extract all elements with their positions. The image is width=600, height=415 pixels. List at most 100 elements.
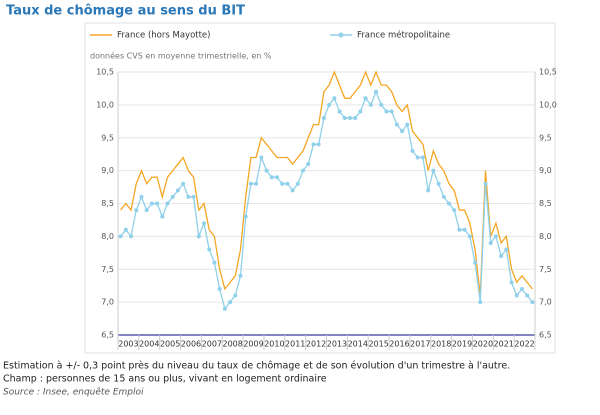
point [509, 280, 514, 285]
point [149, 201, 154, 206]
series-line [120, 70, 533, 296]
x-tick-label: 2007 [202, 340, 222, 349]
point [342, 116, 347, 121]
point [457, 227, 462, 232]
point [321, 116, 326, 121]
x-tick-label: 2015 [368, 340, 388, 349]
point [462, 227, 467, 232]
point [118, 234, 123, 239]
y2-tick-label: 7,0 [539, 298, 552, 307]
point [504, 247, 509, 252]
point [186, 194, 191, 199]
point [368, 102, 373, 107]
point [405, 122, 410, 127]
point [530, 300, 535, 305]
point [316, 142, 321, 147]
point [400, 129, 405, 134]
point [139, 194, 144, 199]
point [452, 208, 457, 213]
point [353, 116, 358, 121]
y-tick-label: 9,5 [101, 133, 114, 142]
x-tick-label: 2012 [306, 340, 326, 349]
point [358, 109, 363, 114]
x-tick-label: 2019 [452, 340, 472, 349]
point [337, 109, 342, 114]
point [181, 181, 186, 186]
x-tick-label: 2009 [243, 340, 263, 349]
x-tick-label: 2004 [139, 340, 159, 349]
legend-label: France (hors Mayotte) [117, 31, 210, 41]
y-tick-label: 10,5 [96, 68, 114, 77]
point [426, 188, 431, 193]
x-tick-label: 2018 [431, 340, 451, 349]
point [436, 181, 441, 186]
point [441, 194, 446, 199]
point [191, 194, 196, 199]
point [269, 175, 274, 180]
point [410, 148, 415, 153]
y2-tick-label: 8,5 [539, 199, 552, 208]
x-tick-label: 2017 [410, 340, 430, 349]
point [306, 162, 311, 167]
x-tick-label: 2020 [473, 340, 493, 349]
point [259, 155, 264, 160]
point [525, 293, 530, 298]
point [207, 247, 212, 252]
point [228, 300, 233, 305]
x-tick-label: 2003 [118, 340, 138, 349]
y2-tick-label: 8,0 [539, 232, 552, 241]
x-tick-label: 2016 [389, 340, 409, 349]
legend-label: France métropolitaine [357, 30, 450, 41]
y-tick-label: 8,0 [101, 232, 114, 241]
y-tick-label: 9,0 [101, 166, 114, 175]
point [327, 102, 332, 107]
point [285, 181, 290, 186]
y2-tick-label: 9,5 [539, 133, 552, 142]
x-tick-label: 2005 [160, 340, 180, 349]
point [431, 168, 436, 173]
point [332, 96, 337, 101]
point [473, 260, 478, 265]
note: Champ : personnes de 15 ans ou plus, viv… [3, 374, 327, 385]
point [446, 201, 451, 206]
legend-marker [338, 32, 344, 38]
point [467, 234, 472, 239]
y2-tick-label: 9,0 [539, 166, 552, 175]
point [415, 155, 420, 160]
point [144, 208, 149, 213]
point [222, 306, 227, 311]
subtitle: données CVS en moyenne trimestrielle, en… [90, 51, 272, 61]
x-tick-label: 2011 [285, 340, 305, 349]
point [160, 214, 165, 219]
chart-frame [84, 22, 556, 354]
point [379, 102, 384, 107]
point [134, 208, 139, 213]
point [488, 240, 493, 245]
point [196, 234, 201, 239]
point [519, 286, 524, 291]
point [217, 286, 222, 291]
y2-tick-label: 10,5 [539, 68, 557, 77]
point [483, 181, 488, 186]
point [394, 122, 399, 127]
note: Estimation à +/- 0,3 point près du nivea… [3, 361, 510, 372]
x-tick-label: 2010 [264, 340, 284, 349]
x-tick-label: 2022 [514, 340, 534, 349]
y2-tick-label: 7,5 [539, 265, 552, 274]
y-tick-label: 10,0 [96, 100, 114, 109]
x-tick-label: 2021 [494, 340, 514, 349]
point [301, 168, 306, 173]
point [347, 116, 352, 121]
point [123, 227, 128, 232]
point [514, 293, 519, 298]
point [212, 260, 217, 265]
point [374, 89, 379, 94]
point [389, 109, 394, 114]
y-tick-label: 6,5 [101, 331, 114, 340]
y2-tick-label: 10,0 [539, 100, 557, 109]
point [170, 194, 175, 199]
point [243, 214, 248, 219]
point [290, 188, 295, 193]
